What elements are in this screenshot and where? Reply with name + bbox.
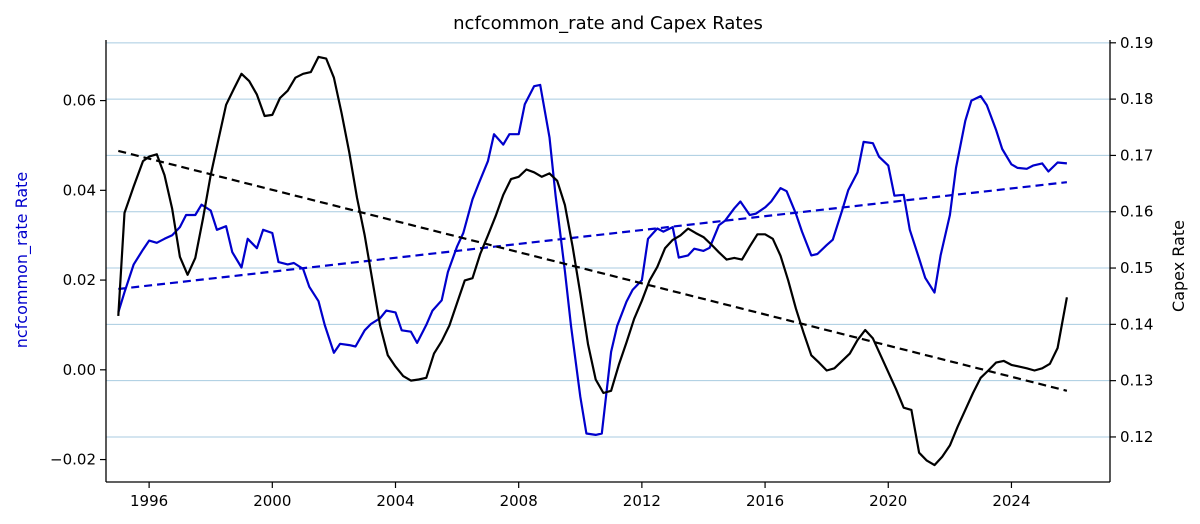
x-tick-label: 2008	[500, 492, 538, 510]
right-y-tick-label: 0.16	[1120, 203, 1153, 221]
x-tick-label: 2024	[992, 492, 1030, 510]
left-y-tick-label: −0.02	[50, 451, 96, 469]
axes: 1996 2000 2004 2008 2012 2016 2020 2024 −0.02 0.0…	[50, 34, 1153, 510]
left-y-tick-label: 0.02	[63, 271, 96, 289]
x-tick-label: 2012	[623, 492, 661, 510]
left-y-tick-label: 0.06	[63, 92, 96, 110]
right-y-tick-label: 0.19	[1120, 34, 1153, 52]
x-tick-label: 2020	[869, 492, 907, 510]
capex-rate-line	[117, 55, 1068, 467]
right-y-tick-label: 0.15	[1120, 259, 1153, 277]
right-y-tick-label: 0.17	[1120, 146, 1153, 164]
ncfcommon-rate-line	[117, 83, 1068, 436]
chart-title: ncfcommon_rate and Capex Rates	[453, 13, 763, 34]
x-tick-label: 1996	[130, 492, 168, 510]
capex-rate-trend-line	[118, 149, 1068, 392]
x-tick-label: 2004	[376, 492, 414, 510]
series-layer	[117, 55, 1068, 467]
right-y-tick-label: 0.14	[1120, 315, 1153, 333]
grid-lines	[106, 42, 1110, 438]
left-y-tick-label: 0.04	[63, 181, 96, 199]
left-axis-title: ncfcommon_rate Rate	[12, 172, 32, 349]
right-y-tick-label: 0.13	[1120, 372, 1153, 390]
right-axis-title: Capex Rate	[1169, 220, 1188, 312]
left-y-tick-label: 0.00	[63, 361, 96, 379]
ncfcommon-rate-trend-line	[118, 181, 1068, 291]
right-y-tick-label: 0.12	[1120, 428, 1153, 446]
x-tick-label: 2016	[746, 492, 784, 510]
x-tick-label: 2000	[253, 492, 291, 510]
right-y-tick-label: 0.18	[1120, 90, 1153, 108]
